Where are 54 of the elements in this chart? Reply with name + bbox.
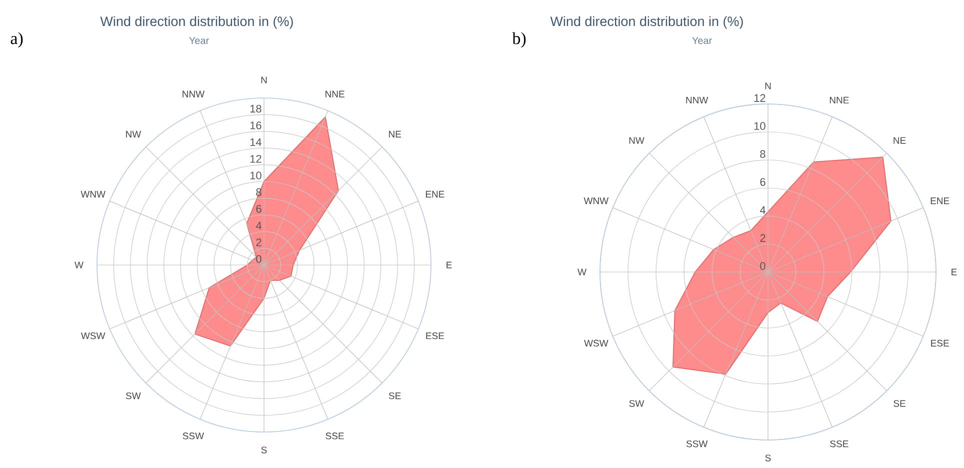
spoke-label: WNW	[584, 198, 609, 204]
y-tick-label: 6	[256, 205, 262, 213]
y-tick-label: 0	[256, 255, 262, 263]
y-tick-label: 6	[760, 178, 766, 186]
chart-subtitle: Year	[692, 37, 712, 44]
y-tick-label: 2	[760, 234, 766, 242]
spoke-label: SSE	[830, 440, 848, 448]
y-tick-label: 2	[256, 238, 262, 246]
spoke-label: N	[261, 76, 267, 84]
spoke-label: NW	[629, 137, 644, 144]
spoke-label: NE	[894, 137, 906, 144]
y-tick-label: 12	[754, 94, 766, 102]
spoke-label: NE	[389, 130, 402, 138]
text: b)	[512, 32, 526, 48]
y-tick-label: 10	[754, 122, 766, 130]
y-tick-label: 8	[760, 150, 766, 158]
chart-title: Wind direction distribution in (%)	[100, 16, 293, 29]
y-tick-label: 12	[250, 154, 262, 163]
spoke-label: NNW	[686, 96, 708, 104]
spoke-label: S	[261, 446, 267, 454]
spoke-label: WNW	[80, 190, 106, 198]
y-tick-label: 16	[250, 122, 262, 130]
chart-title: Wind direction distribution in (%)	[550, 16, 743, 29]
spoke-label: NW	[126, 130, 142, 138]
spoke-label: NNE	[830, 96, 849, 104]
spoke-label: E	[952, 268, 957, 276]
y-tick-label: 4	[256, 222, 262, 230]
y-tick-label: 10	[250, 172, 262, 180]
spoke-label: SE	[894, 400, 906, 407]
spoke-label: ENE	[426, 190, 444, 198]
spoke-label: ESE	[931, 340, 949, 347]
spoke-label: SSE	[326, 432, 344, 440]
spoke-label: WSW	[81, 332, 106, 340]
spoke-label: SSW	[182, 432, 204, 440]
spoke-label: NNE	[326, 90, 344, 98]
spoke-label: WSW	[584, 340, 608, 347]
y-tick-label: 4	[760, 206, 766, 214]
spoke-label: NNW	[182, 90, 205, 98]
spoke-label: ESE	[426, 332, 444, 340]
spoke-label: ENE	[930, 198, 950, 204]
chart-subtitle: Year	[189, 37, 209, 44]
spoke-label: SW	[629, 400, 644, 407]
spoke-label: N	[765, 82, 771, 90]
text: a)	[10, 32, 23, 48]
y-tick-label: 18	[250, 104, 262, 113]
spoke-label: E	[446, 262, 452, 268]
y-tick-label: 14	[250, 138, 262, 146]
spoke-label: S	[765, 454, 771, 462]
y-tick-label: 0	[760, 262, 766, 270]
spoke-label: SSW	[686, 440, 708, 448]
spoke-label: W	[578, 268, 586, 276]
spoke-label: SW	[126, 392, 141, 400]
spoke-label: W	[74, 262, 84, 268]
spoke-label: SE	[388, 392, 401, 400]
